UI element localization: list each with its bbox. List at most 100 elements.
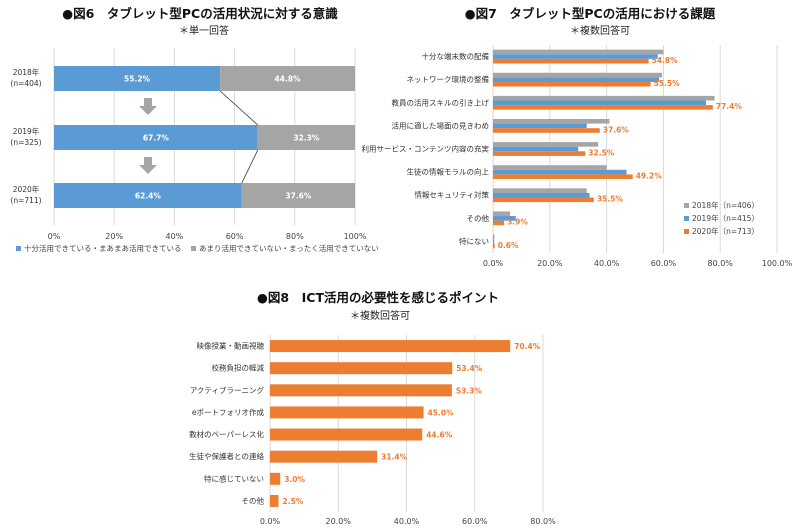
chart3-category-label: 校務負担の軽減 <box>212 363 265 373</box>
chart1-legend-label: あまり活用できていない・まったく活用できていない <box>199 243 379 253</box>
chart2-bar <box>493 174 633 180</box>
chart2-bar <box>493 128 600 133</box>
chart3-data-label: 53.3% <box>456 386 483 395</box>
chart2-data-label: 55.5% <box>654 79 681 88</box>
chart2-bar <box>493 123 587 129</box>
chart1-category-year: 2019年 <box>13 126 40 136</box>
chart1-plot: 0% 20% 40% 60% 80% 100% 2018年 (n=404) 55.2% 44.8%… <box>10 48 379 253</box>
chart1-x-tick: 100% <box>344 232 367 241</box>
chart2-data-label: 3.9% <box>507 218 528 227</box>
chart3-bar <box>270 340 511 353</box>
chart3-category-label: 特に感じていない <box>204 473 264 483</box>
chart3-x-tick: 40.0% <box>394 517 420 526</box>
chart1-data-label: 32.3% <box>293 134 320 143</box>
chart1-down-arrow-icon <box>139 98 157 115</box>
chart1-bar-segment <box>54 66 221 91</box>
chart2-bar <box>493 234 495 240</box>
chart2-plot: 0.0% 20.0% 40.0% 60.0% 80.0% 100.0% 十分な端末数の配備 5… <box>362 45 793 268</box>
chart2-data-label: 77.4% <box>716 102 743 111</box>
chart3-title: ●図8 ICT活用の必要性を感じるポイント <box>257 290 499 305</box>
chart2-category-label: 利用サービス・コンテンツ内容の充実 <box>362 144 490 154</box>
chart2-subtitle: ＊複数回答可 <box>570 24 630 37</box>
chart3-category-label: アクティブラーニング <box>190 385 265 395</box>
chart3-x-tick: 60.0% <box>462 517 488 526</box>
chart1-bar-segment <box>220 66 355 91</box>
chart2-bar <box>493 142 599 147</box>
chart2-category-label: 生徒の情報モラルの向上 <box>407 167 490 177</box>
chart3-bar <box>270 450 378 463</box>
chart1-legend-swatch <box>16 246 21 251</box>
chart2-bar <box>493 169 627 175</box>
chart2-bar <box>493 49 664 55</box>
chart2-x-tick: 60.0% <box>651 259 677 268</box>
chart1-category-n: (n=325) <box>10 138 41 147</box>
chart2-legend-swatch <box>684 229 689 234</box>
chart2-category-label: 特にない <box>459 236 489 246</box>
chart1-data-label: 37.6% <box>285 192 312 201</box>
chart1-legend-swatch <box>191 246 196 251</box>
chart1-subtitle: ＊単一回答 <box>179 24 229 37</box>
chart2-bar <box>493 77 660 82</box>
chart2-bar <box>493 118 610 124</box>
chart3-x-tick: 80.0% <box>530 517 556 526</box>
chart2-category-label: 情報セキュリティ対策 <box>414 190 489 200</box>
chart2-bar <box>493 165 607 170</box>
chart2-legend-swatch <box>684 216 689 221</box>
chart1-bar-segment <box>54 183 242 208</box>
chart2-bar <box>493 239 495 244</box>
chart2-x-tick: 40.0% <box>594 259 620 268</box>
chart2-bar <box>493 220 505 226</box>
chart2-bar <box>493 95 715 101</box>
chart3-category-label: eポートフォリオ作成 <box>192 407 265 417</box>
chart2-bar <box>493 54 658 59</box>
chart2-data-label: 32.5% <box>588 148 615 157</box>
chart1-data-label: 55.2% <box>124 75 151 84</box>
chart2-legend-label: 2018年（n=406） <box>692 200 759 210</box>
chart2-bar <box>493 58 649 64</box>
chart2-bar <box>493 197 594 203</box>
chart2-category-label: 教員の活用スキルの引き上げ <box>392 97 490 107</box>
chart2-data-label: 35.5% <box>597 195 624 204</box>
chart2-bar <box>493 243 495 249</box>
chart2-bar <box>493 211 511 217</box>
chart2-x-tick: 80.0% <box>707 259 733 268</box>
chart3-bar <box>270 384 452 397</box>
chart1-x-tick: 60% <box>226 232 244 241</box>
chart2-category-label: その他 <box>467 213 490 223</box>
chart1-x-tick: 40% <box>166 232 184 241</box>
chart1-legend-label: 十分活用できている・まあまあ活用できている <box>24 243 182 253</box>
chart3-data-label: 70.4% <box>514 342 541 351</box>
chart3-subtitle: ＊複数回答可 <box>350 309 410 322</box>
chart2-data-label: 54.8% <box>652 56 679 65</box>
chart3-category-label: 生徒や保護者との連絡 <box>189 451 264 461</box>
chart2-bar <box>493 72 662 78</box>
chart3-bar <box>270 428 423 441</box>
chart2-bar <box>493 81 651 87</box>
chart1-x-tick: 20% <box>105 232 123 241</box>
chart3-bar <box>270 406 424 419</box>
chart2-bar <box>493 146 579 152</box>
chart1-title: ●図6 タブレット型PCの活用状況に対する意識 <box>62 6 338 21</box>
chart3-data-label: 53.4% <box>456 364 483 373</box>
chart2-data-label: 49.2% <box>636 172 663 181</box>
chart3-plot: 0.0% 20.0% 40.0% 60.0% 80.0% 映像授業・動画視聴 70.4% 校務… <box>189 335 556 526</box>
chart2-bar <box>493 105 713 110</box>
chart1-bar-segment <box>54 125 258 150</box>
chart1-x-tick: 0% <box>48 232 61 241</box>
chart3-category-label: 映像授業・動画視聴 <box>197 341 265 351</box>
chart3-bar <box>270 472 281 485</box>
chart1-category-year: 2020年 <box>13 184 40 194</box>
chart2-bar <box>493 151 586 156</box>
chart1-category-n: (n=404) <box>10 79 41 88</box>
chart1-bar-segment <box>241 183 355 208</box>
chart3-data-label: 2.5% <box>283 497 304 506</box>
chart2-x-tick: 100.0% <box>762 259 793 268</box>
chart1-x-tick: 80% <box>286 232 304 241</box>
chart3-x-tick: 0.0% <box>260 517 281 526</box>
chart1-data-label: 62.4% <box>135 192 162 201</box>
chart1-bar-segment <box>257 125 355 150</box>
chart2-bar <box>493 192 590 198</box>
chart1-category-year: 2018年 <box>13 67 40 77</box>
chart2-x-tick: 0.0% <box>483 259 504 268</box>
